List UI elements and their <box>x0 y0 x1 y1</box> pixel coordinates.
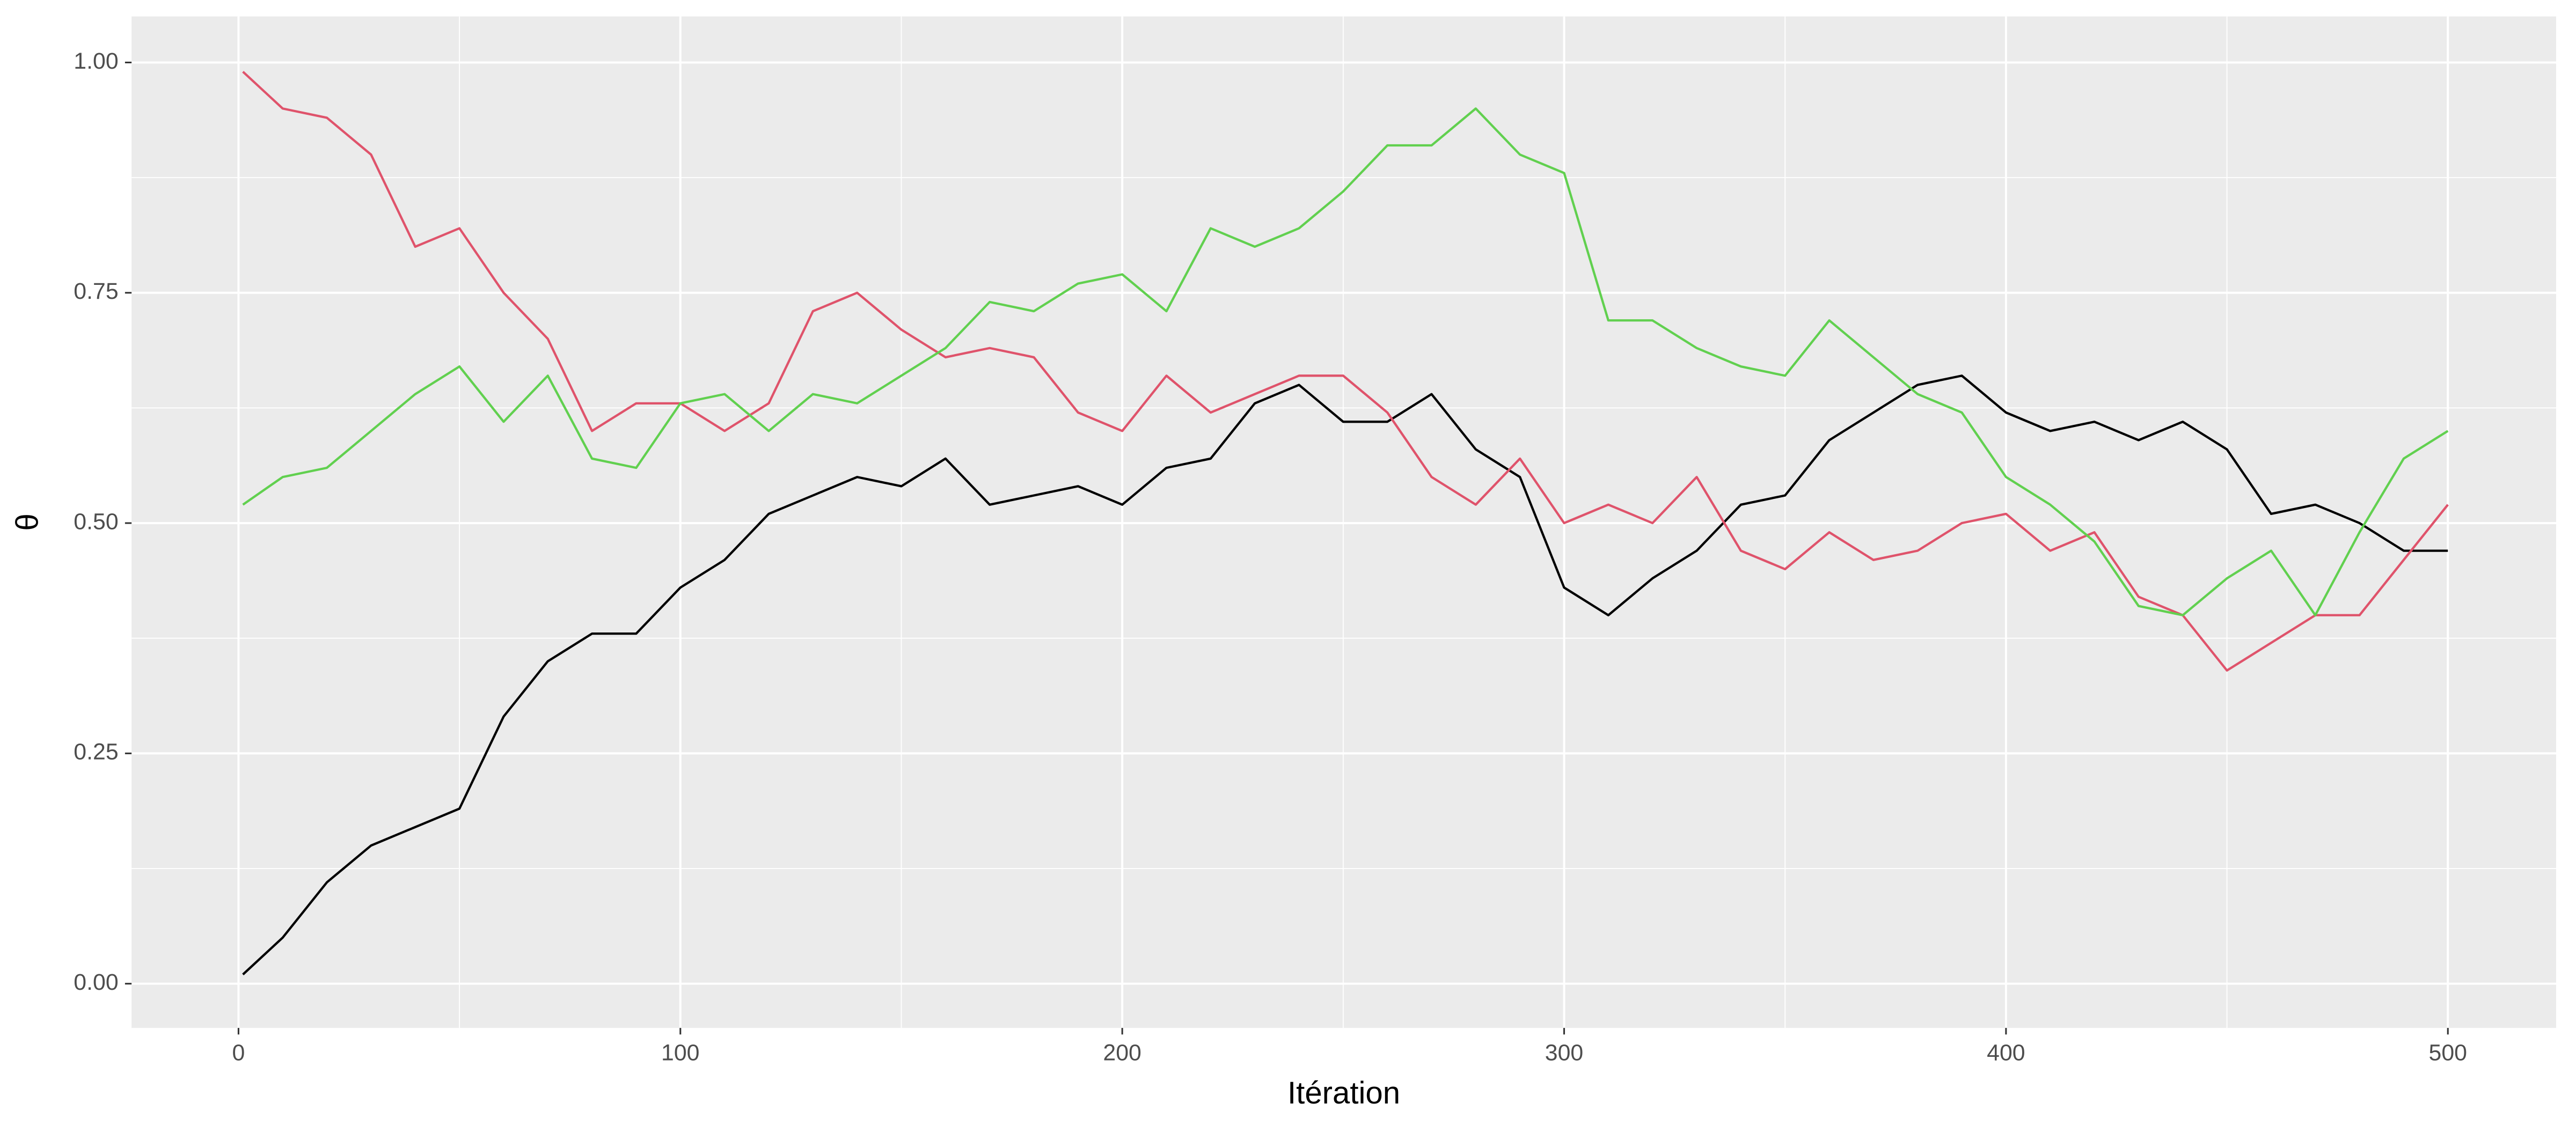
y-tick-label: 1.00 <box>74 48 118 74</box>
series-line <box>242 107 2449 616</box>
x-tick-label: 200 <box>1103 1040 1141 1065</box>
x-tick-label: 500 <box>2429 1040 2467 1065</box>
series-line <box>242 71 2449 672</box>
x-axis-title: Itération <box>1287 1076 1400 1110</box>
y-tick-label: 0.00 <box>74 969 118 995</box>
x-tick-label: 100 <box>661 1040 699 1065</box>
x-tick-label: 0 <box>232 1040 245 1065</box>
y-axis-title: θ <box>10 513 45 531</box>
x-tick-label: 300 <box>1545 1040 1583 1065</box>
y-tick-label: 0.50 <box>74 509 118 534</box>
x-tick-label: 400 <box>1987 1040 2025 1065</box>
series-line <box>242 374 2448 976</box>
y-tick-label: 0.25 <box>74 739 118 765</box>
y-tick-label: 0.75 <box>74 278 118 304</box>
